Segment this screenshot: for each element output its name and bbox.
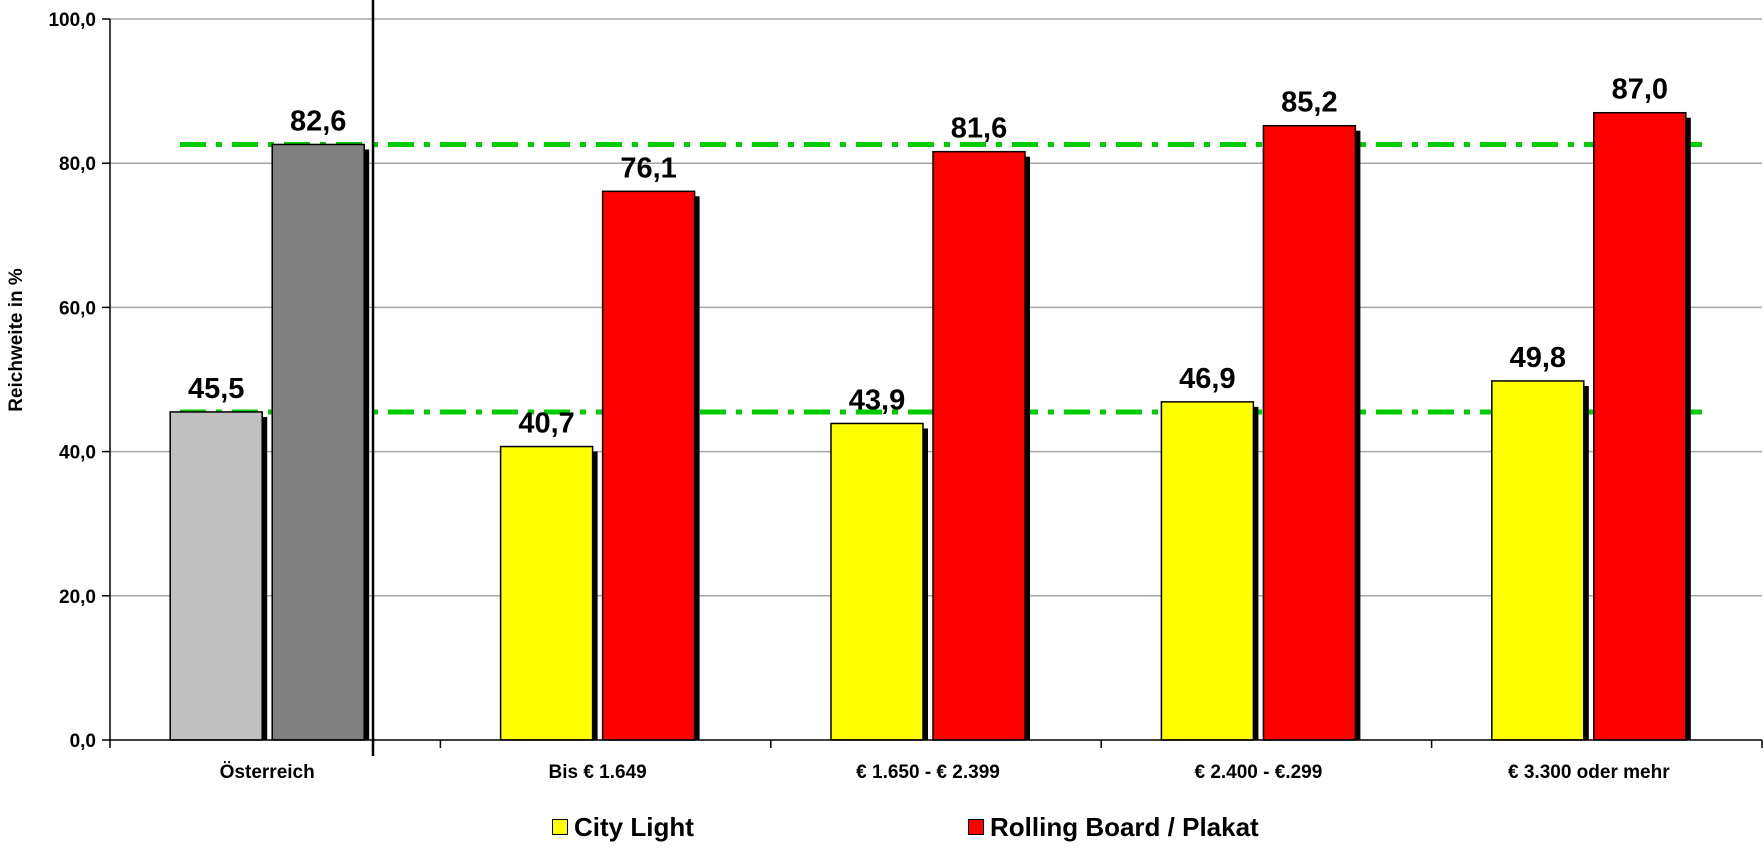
bar: [601, 190, 696, 741]
bars: [169, 111, 1691, 741]
bar: [932, 150, 1026, 741]
legend-label-city-light: City Light: [574, 811, 694, 842]
data-label: 40,7: [518, 408, 574, 440]
legend-item-rolling-board: Rolling Board / Plakat: [968, 812, 1259, 842]
y-tick-label: 20,0: [59, 587, 96, 608]
data-label: 45,5: [188, 373, 244, 405]
city-light-swatch: [552, 819, 568, 835]
y-tick-label: 40,0: [59, 443, 96, 464]
data-label: 46,9: [1179, 363, 1235, 395]
data-label: 49,8: [1510, 342, 1566, 374]
bar: [499, 445, 594, 741]
data-label: 76,1: [620, 152, 676, 184]
data-label: 82,6: [290, 105, 346, 137]
rolling-board-swatch: [968, 819, 984, 835]
legend-label-rolling-board: Rolling Board / Plakat: [990, 811, 1259, 842]
y-axis-ticks: 0,0 20,0 40,0 60,0 80,0 100,0: [48, 10, 110, 752]
data-labels: 45,5 82,6 40,7 76,1 43,9 81,6 46,9 85,2 49,8 87,0: [188, 74, 1668, 440]
y-tick-label: 60,0: [59, 298, 96, 319]
bar: [1160, 401, 1255, 741]
x-category-label: € 2.400 - €.299: [1194, 762, 1322, 783]
x-category-label: Bis € 1.649: [548, 762, 646, 783]
x-category-label: € 3.300 oder mehr: [1508, 762, 1670, 783]
reference-lines: [180, 141, 1702, 415]
bar: [1491, 380, 1585, 741]
bar: [271, 143, 365, 741]
bar: [1262, 124, 1357, 741]
x-axis-categories: Österreich Bis € 1.649 € 1.650 - € 2.399 € …: [220, 762, 1671, 783]
bar: [169, 411, 263, 741]
legend-item-city-light: City Light: [552, 812, 694, 842]
x-category-label: € 1.650 - € 2.399: [856, 762, 1000, 783]
y-axis-label: Reichweite in %: [6, 268, 27, 412]
bar: [1593, 111, 1687, 741]
data-label: 81,6: [951, 113, 1007, 145]
y-tick-label: 100,0: [48, 10, 96, 31]
data-label: 43,9: [849, 384, 905, 416]
axes: [109, 0, 1763, 756]
data-label: 85,2: [1281, 87, 1337, 119]
x-category-label: Österreich: [220, 762, 315, 783]
y-tick-label: 0,0: [70, 731, 96, 752]
data-label: 87,0: [1612, 74, 1668, 106]
y-tick-label: 80,0: [59, 154, 96, 175]
bar: [830, 422, 924, 741]
